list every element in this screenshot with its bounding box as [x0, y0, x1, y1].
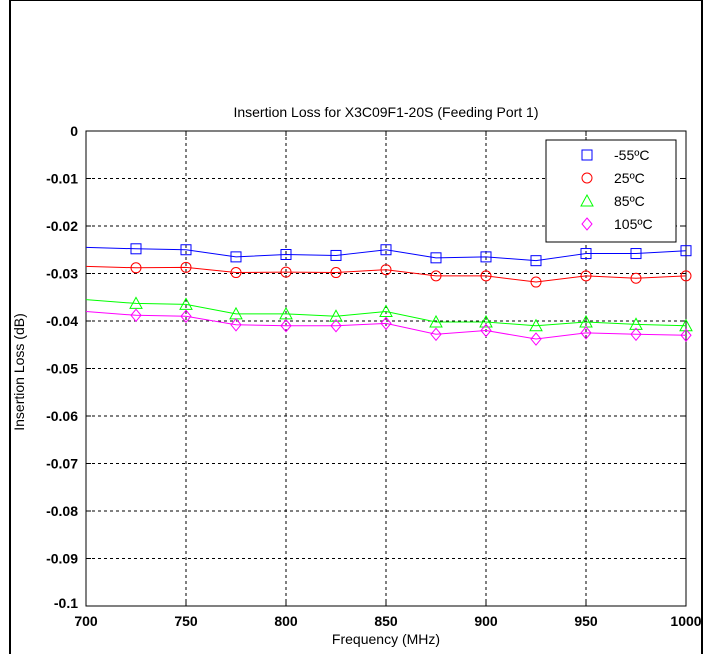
series-0-marker — [330, 249, 342, 261]
series-3-marker — [630, 327, 642, 342]
series-0-marker — [530, 255, 542, 267]
series-line-2 — [85, 299, 687, 327]
x-tick-label: 1000 — [670, 613, 701, 629]
series-2-marker — [629, 317, 643, 330]
x-axis-label: Frequency (MHz) — [332, 631, 440, 647]
series-3-marker — [580, 326, 592, 340]
series-line-0 — [85, 246, 687, 262]
series-2-marker — [429, 314, 443, 328]
series-2-marker — [479, 314, 493, 328]
legend-marker-0 — [581, 149, 593, 161]
series-3-marker — [680, 328, 692, 343]
plot-frame — [85, 130, 687, 607]
y-tick-label: -0.1 — [54, 595, 78, 611]
y-tick-label: -0.06 — [46, 408, 78, 424]
series-3-marker — [180, 309, 192, 324]
series-2-marker — [179, 297, 193, 310]
series-1-marker — [130, 262, 142, 274]
legend-label-0: -55ºC — [614, 147, 649, 163]
series-0-marker — [230, 251, 242, 263]
x-tick-label: 950 — [574, 613, 598, 629]
legend-label-1: 25ºC — [614, 170, 645, 186]
legend-box — [545, 139, 677, 243]
y-tick-label: -0.01 — [46, 171, 78, 187]
series-1-marker — [680, 270, 692, 282]
y-tick-label: -0.05 — [46, 361, 78, 377]
legend-marker-1 — [581, 172, 593, 184]
series-3-marker — [380, 316, 392, 331]
series-2-marker — [129, 296, 143, 309]
series-0-marker — [630, 248, 642, 260]
series-0-marker — [130, 243, 142, 255]
y-tick-label: -0.08 — [46, 503, 78, 519]
series-3-marker — [230, 318, 242, 332]
series-3-marker — [280, 318, 292, 333]
series-2-marker — [329, 309, 343, 322]
series-1-marker — [430, 270, 442, 282]
y-axis-label: Insertion Loss (dB) — [11, 313, 27, 431]
legend-label-2: 85ºC — [614, 193, 645, 209]
series-2-marker — [279, 306, 293, 320]
series-1-marker — [580, 270, 592, 282]
series-0-marker — [430, 252, 442, 264]
series-0-marker — [180, 244, 192, 256]
series-2-marker — [379, 304, 393, 317]
series-2-marker — [529, 318, 543, 332]
series-1-marker — [280, 266, 292, 278]
legend-marker-2 — [580, 193, 594, 207]
x-tick-label: 800 — [274, 613, 298, 629]
series-0-marker — [580, 248, 592, 260]
x-tick-label: 900 — [474, 613, 498, 629]
series-3-marker — [530, 332, 542, 346]
legend-label-3: 105ºC — [614, 216, 653, 232]
y-tick-label: -0.03 — [46, 266, 78, 282]
series-1-marker — [530, 276, 542, 288]
series-1-marker — [330, 267, 342, 279]
legend-marker-3 — [581, 217, 593, 231]
x-tick-label: 750 — [174, 613, 198, 629]
series-0-marker — [680, 245, 692, 257]
series-0-marker — [380, 244, 392, 256]
series-3-marker — [480, 323, 492, 338]
series-2-marker — [679, 318, 693, 332]
y-tick-label: -0.04 — [46, 313, 78, 329]
series-line-3 — [85, 311, 687, 340]
series-line-1 — [85, 265, 687, 283]
series-3-marker — [130, 308, 142, 323]
y-tick-label: -0.09 — [46, 551, 78, 567]
x-tick-label: 700 — [74, 613, 98, 629]
series-1-marker — [630, 272, 642, 284]
series-1-marker — [480, 270, 492, 282]
series-1-marker — [180, 261, 192, 273]
series-3-marker — [330, 318, 342, 333]
series-0-marker — [280, 249, 292, 260]
series-1-marker — [230, 267, 242, 279]
chart-title: Insertion Loss for X3C09F1-20S (Feeding … — [233, 104, 538, 120]
y-tick-label: -0.02 — [46, 218, 78, 234]
y-tick-label: -0.07 — [46, 456, 78, 472]
y-tick-label: 0 — [70, 123, 78, 139]
series-1-marker — [380, 264, 392, 276]
x-tick-label: 850 — [374, 613, 398, 629]
series-0-marker — [480, 251, 492, 263]
series-3-marker — [430, 327, 442, 342]
